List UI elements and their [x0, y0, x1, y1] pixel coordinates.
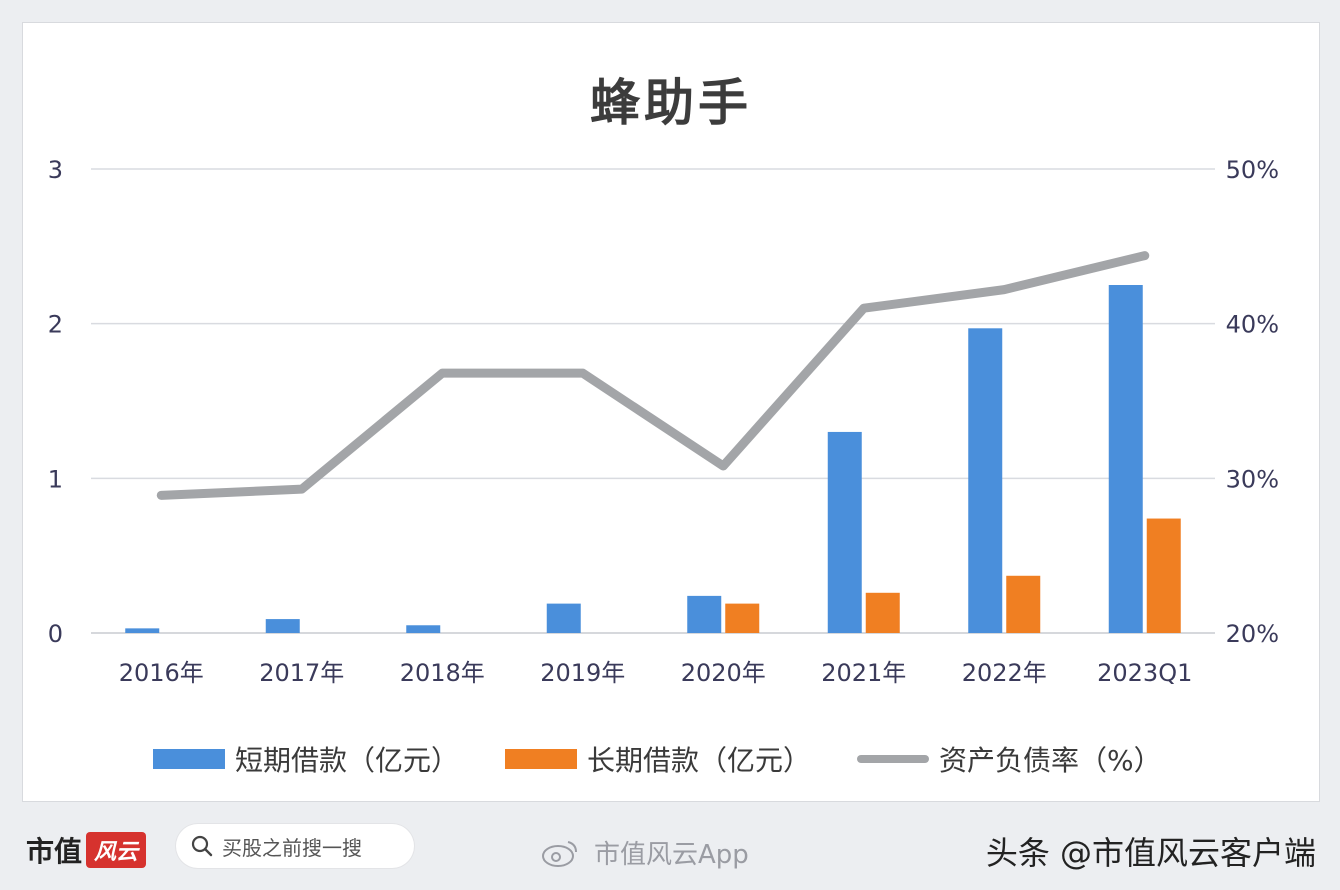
legend-label-short: 短期借款（亿元） [235, 744, 460, 777]
bar-short-term-loans [125, 628, 160, 633]
footer-bar: 市值 风云 买股之前搜一搜 市值风云App 头条 @市值风云客户端 [0, 800, 1340, 890]
bar-long-term-loans [1006, 575, 1041, 633]
y-right-tick-label: 30% [1226, 465, 1279, 493]
legend-label-debt-ratio: 资产负债率（%） [939, 744, 1162, 777]
bar-long-term-loans [865, 592, 900, 633]
weibo-icon [542, 840, 577, 867]
y-right-tick-label: 50% [1226, 156, 1279, 184]
legend-swatch-debt-ratio [857, 755, 929, 763]
bar-short-term-loans [827, 431, 862, 633]
x-tick-label: 2019年 [540, 659, 625, 687]
legend-item-debt-ratio: 资产负债率（%） [857, 735, 1162, 783]
x-tick-label: 2023Q1 [1097, 659, 1192, 687]
chart-card: 蜂助手 0 1 2 3 20% 30% 40% 50% 2016年 2017年 2018年 2019年… [22, 22, 1320, 802]
source-credit: 头条 @市值风云客户端 [985, 834, 1316, 872]
search-placeholder: 买股之前搜一搜 [222, 835, 362, 860]
bar-short-term-loans [406, 625, 441, 633]
chart-title: 蜂助手 [590, 74, 752, 132]
search-icon [191, 835, 213, 857]
legend-item-short-term-loans: 短期借款（亿元） [153, 735, 459, 783]
app-watermark-text: 市值风云App [594, 840, 749, 870]
y-right-tick-label: 20% [1226, 620, 1279, 648]
line-debt-ratio [156, 251, 1150, 500]
bar-long-term-loans [1146, 518, 1181, 633]
bar-short-term-loans [687, 595, 722, 633]
brand-text: 市值 [26, 835, 83, 868]
x-tick-label: 2017年 [259, 659, 344, 687]
bar-short-term-loans [1108, 285, 1143, 633]
x-tick-label: 2021年 [821, 659, 906, 687]
y-left-tick-label: 2 [48, 311, 63, 339]
legend-swatch-short [153, 749, 225, 769]
x-tick-label: 2016年 [119, 659, 204, 687]
legend-swatch-long [505, 749, 577, 769]
y-left-tick-label: 3 [48, 156, 63, 184]
legend-item-long-term-loans: 长期借款（亿元） [505, 735, 811, 783]
y-right-tick-label: 40% [1226, 311, 1279, 339]
brand-logo[interactable]: 市值 风云 [26, 830, 147, 870]
brand-badge: 风云 [86, 832, 147, 868]
bar-short-term-loans [968, 328, 1003, 633]
app-watermark: 市值风云App [540, 834, 749, 871]
x-tick-label: 2022年 [962, 659, 1047, 687]
y-left-tick-label: 1 [48, 465, 63, 493]
x-tick-label: 2018年 [400, 659, 485, 687]
legend: 短期借款（亿元） 长期借款（亿元） 资产负债率（%） [153, 735, 1253, 783]
x-tick-label: 2020年 [681, 659, 766, 687]
y-left-tick-label: 0 [48, 620, 63, 648]
bar-long-term-loans [725, 603, 760, 633]
combo-chart: 0 1 2 3 20% 30% 40% 50% 2016年 2017年 2018年 2019年 2020… [48, 156, 1279, 687]
search-bar[interactable]: 买股之前搜一搜 [176, 824, 414, 868]
bar-short-term-loans [265, 619, 300, 633]
bar-short-term-loans [546, 603, 581, 633]
legend-label-long: 长期借款（亿元） [587, 744, 812, 777]
